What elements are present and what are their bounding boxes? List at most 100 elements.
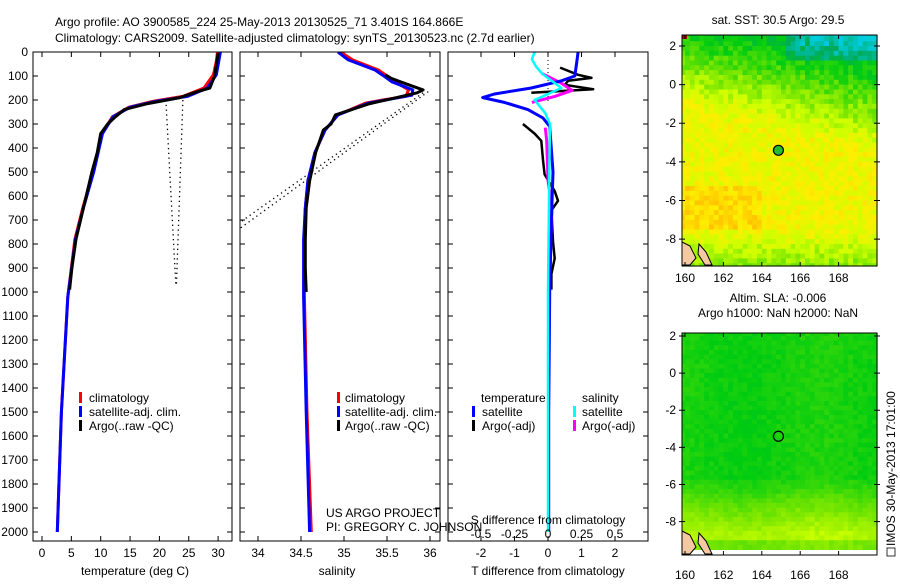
map-cell	[704, 36, 710, 42]
map-cell	[771, 195, 777, 202]
map-cell	[766, 210, 772, 216]
map-cell	[790, 210, 796, 216]
map-cell	[781, 387, 787, 393]
map-cell	[761, 79, 768, 86]
map-cell	[682, 41, 686, 47]
map-cell	[800, 470, 806, 476]
map-cell	[829, 176, 835, 182]
map-cell	[790, 132, 796, 139]
map-cell	[829, 428, 835, 434]
map-cell	[819, 263, 825, 267]
map-cell	[862, 359, 868, 365]
map-cell	[814, 253, 820, 259]
map-cell	[699, 521, 705, 527]
map-cell	[795, 176, 801, 182]
map-cell	[694, 46, 700, 52]
map-cell	[771, 35, 777, 37]
map-cell	[761, 84, 768, 90]
map-cell	[790, 157, 796, 163]
map-cell	[699, 484, 705, 490]
map-cell	[790, 424, 796, 430]
map-cell	[819, 493, 825, 499]
map-cell	[737, 239, 744, 245]
map-cell	[848, 108, 854, 115]
map-cell	[848, 176, 854, 182]
map-cell	[848, 205, 854, 211]
map-cell	[737, 391, 744, 397]
map-cell	[752, 186, 758, 192]
map-cell	[704, 248, 710, 255]
map-cell	[848, 128, 854, 134]
map-cell	[757, 55, 763, 62]
map-cell	[872, 345, 878, 351]
map-cell	[742, 234, 748, 240]
map-cell	[785, 452, 792, 458]
y-tick-label: 500	[8, 165, 28, 179]
map-cell	[771, 55, 777, 62]
map-cell	[699, 60, 705, 66]
map-cell	[805, 79, 811, 86]
map-cell	[709, 373, 715, 379]
map-cell	[819, 405, 825, 411]
map-cell	[814, 75, 820, 81]
map-cell	[742, 55, 748, 62]
map-cell	[737, 243, 744, 250]
map-cell	[857, 224, 864, 230]
map-cell	[766, 452, 772, 458]
map-cell	[843, 433, 849, 439]
map-cell	[682, 373, 686, 379]
map-cell	[776, 387, 782, 393]
map-cell	[761, 161, 768, 168]
map-cell	[742, 118, 748, 124]
map-cell	[843, 118, 849, 124]
map-cell	[829, 195, 835, 202]
map-cell	[833, 157, 840, 163]
map-cell	[862, 540, 868, 546]
map-cell	[718, 229, 724, 235]
map-cell	[862, 79, 868, 86]
map-cell	[771, 333, 777, 337]
map-cell	[829, 215, 835, 221]
map-cell	[728, 50, 734, 57]
map-cell	[785, 253, 792, 259]
map-cell	[766, 405, 772, 411]
map-cell	[857, 447, 864, 453]
map-cell	[809, 345, 816, 351]
map-cell	[838, 210, 844, 216]
map-cell	[776, 229, 782, 235]
map-cell	[809, 484, 816, 490]
map-cell	[781, 470, 787, 476]
map-cell	[699, 263, 705, 267]
map-cell	[709, 336, 715, 342]
map-cell	[723, 340, 729, 346]
map-cell	[757, 489, 763, 495]
map-cell	[867, 195, 873, 202]
map-cell	[814, 41, 820, 47]
map-cell	[867, 137, 873, 144]
map-cell	[728, 128, 734, 134]
map-cell	[800, 484, 806, 490]
map-cell	[872, 118, 878, 124]
map-cell	[814, 489, 820, 495]
map-cell	[752, 336, 758, 342]
map-cell	[713, 118, 720, 124]
map-cell	[752, 396, 758, 402]
map-cell	[737, 447, 744, 453]
map-cell	[838, 540, 844, 546]
map-cell	[776, 363, 782, 369]
map-cell	[704, 229, 710, 235]
map-cell	[747, 521, 753, 527]
map-cell	[766, 493, 772, 499]
map-cell	[795, 219, 801, 226]
map-cell	[694, 99, 700, 105]
map-cell	[757, 186, 763, 192]
map-cell	[843, 132, 849, 139]
map-cell	[709, 349, 715, 356]
map-cell	[848, 456, 854, 462]
map-cell	[776, 253, 782, 259]
map-cell	[713, 46, 720, 52]
map-cell	[819, 253, 825, 259]
map-cell	[838, 248, 844, 255]
map-cell	[853, 132, 859, 139]
map-cell	[718, 479, 724, 485]
